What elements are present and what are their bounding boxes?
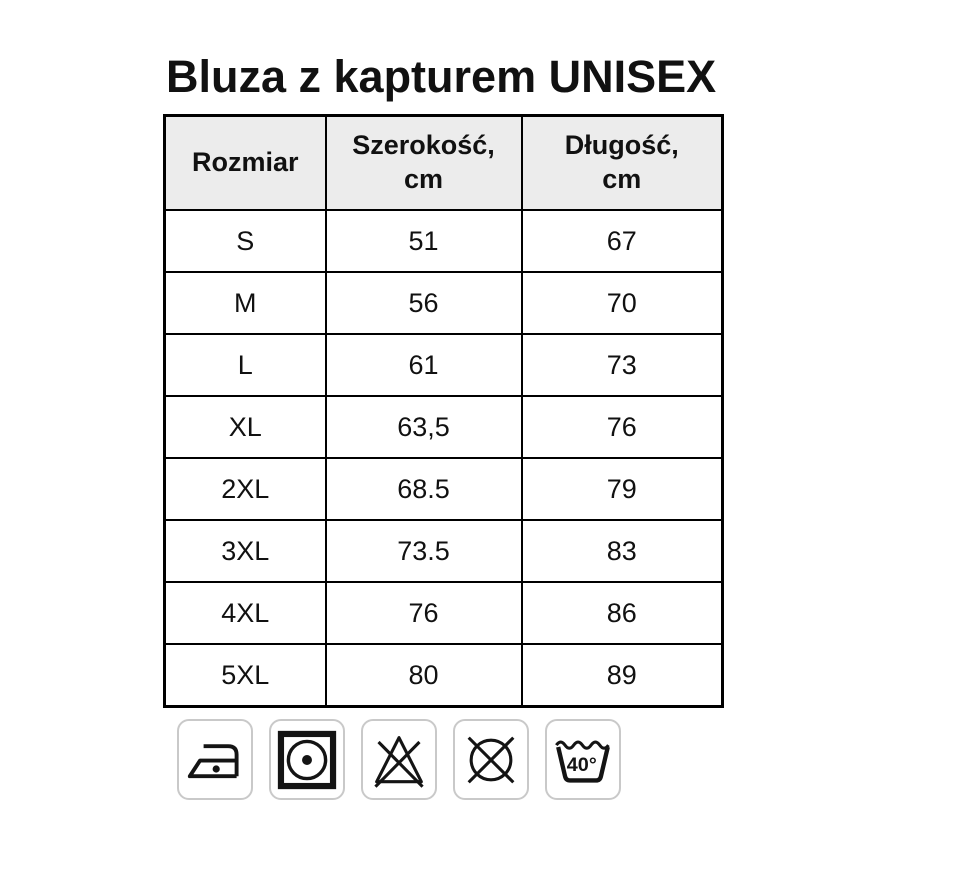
table-row: XL 63,5 76 xyxy=(163,395,724,459)
care-icons-row: 40° xyxy=(177,719,621,800)
do-not-bleach-glyph xyxy=(374,735,424,788)
table-row: 3XL 73.5 83 xyxy=(163,519,724,583)
length-cell: 76 xyxy=(520,395,724,459)
size-cell: 5XL xyxy=(163,643,327,708)
table-row: S 51 67 xyxy=(163,209,724,273)
size-cell: S xyxy=(163,209,327,273)
width-cell: 80 xyxy=(324,643,523,708)
length-cell: 86 xyxy=(520,581,724,645)
tumble-dry-glyph xyxy=(277,730,337,789)
iron-one-dot-icon xyxy=(177,719,253,800)
do-not-dry-clean-glyph xyxy=(467,736,515,783)
col-header-width: Szerokość, cm xyxy=(324,114,523,211)
length-cell: 89 xyxy=(520,643,724,708)
size-cell: XL xyxy=(163,395,327,459)
size-cell: 2XL xyxy=(163,457,327,521)
table-header-row: Rozmiar Szerokość, cm Długość, cm xyxy=(163,114,724,211)
length-cell: 73 xyxy=(520,333,724,397)
length-cell: 83 xyxy=(520,519,724,583)
tumble-dry-one-dot-icon xyxy=(269,719,345,800)
width-cell: 63,5 xyxy=(324,395,523,459)
wash-temperature-label: 40° xyxy=(567,754,597,776)
width-cell: 56 xyxy=(324,271,523,335)
size-cell: M xyxy=(163,271,327,335)
col-header-size: Rozmiar xyxy=(163,114,327,211)
size-cell: 3XL xyxy=(163,519,327,583)
table-row: M 56 70 xyxy=(163,271,724,335)
wash-40-glyph: 40° xyxy=(555,739,610,783)
width-cell: 51 xyxy=(324,209,523,273)
length-cell: 67 xyxy=(520,209,724,273)
size-cell: L xyxy=(163,333,327,397)
do-not-bleach-icon xyxy=(361,719,437,800)
table-row: 5XL 80 89 xyxy=(163,643,724,708)
width-cell: 76 xyxy=(324,581,523,645)
wash-40-icon: 40° xyxy=(545,719,621,800)
do-not-dry-clean-icon xyxy=(453,719,529,800)
width-cell: 61 xyxy=(324,333,523,397)
size-cell: 4XL xyxy=(163,581,327,645)
width-cell: 68.5 xyxy=(324,457,523,521)
col-header-length: Długość, cm xyxy=(520,114,724,211)
table-row: 4XL 76 86 xyxy=(163,581,724,645)
length-cell: 70 xyxy=(520,271,724,335)
length-cell: 79 xyxy=(520,457,724,521)
table-row: L 61 73 xyxy=(163,333,724,397)
width-cell: 73.5 xyxy=(324,519,523,583)
table-row: 2XL 68.5 79 xyxy=(163,457,724,521)
page-title: Bluza z kapturem UNISEX xyxy=(166,51,717,102)
size-table: Rozmiar Szerokość, cm Długość, cm S 51 6… xyxy=(163,114,724,708)
iron-glyph xyxy=(187,743,239,778)
